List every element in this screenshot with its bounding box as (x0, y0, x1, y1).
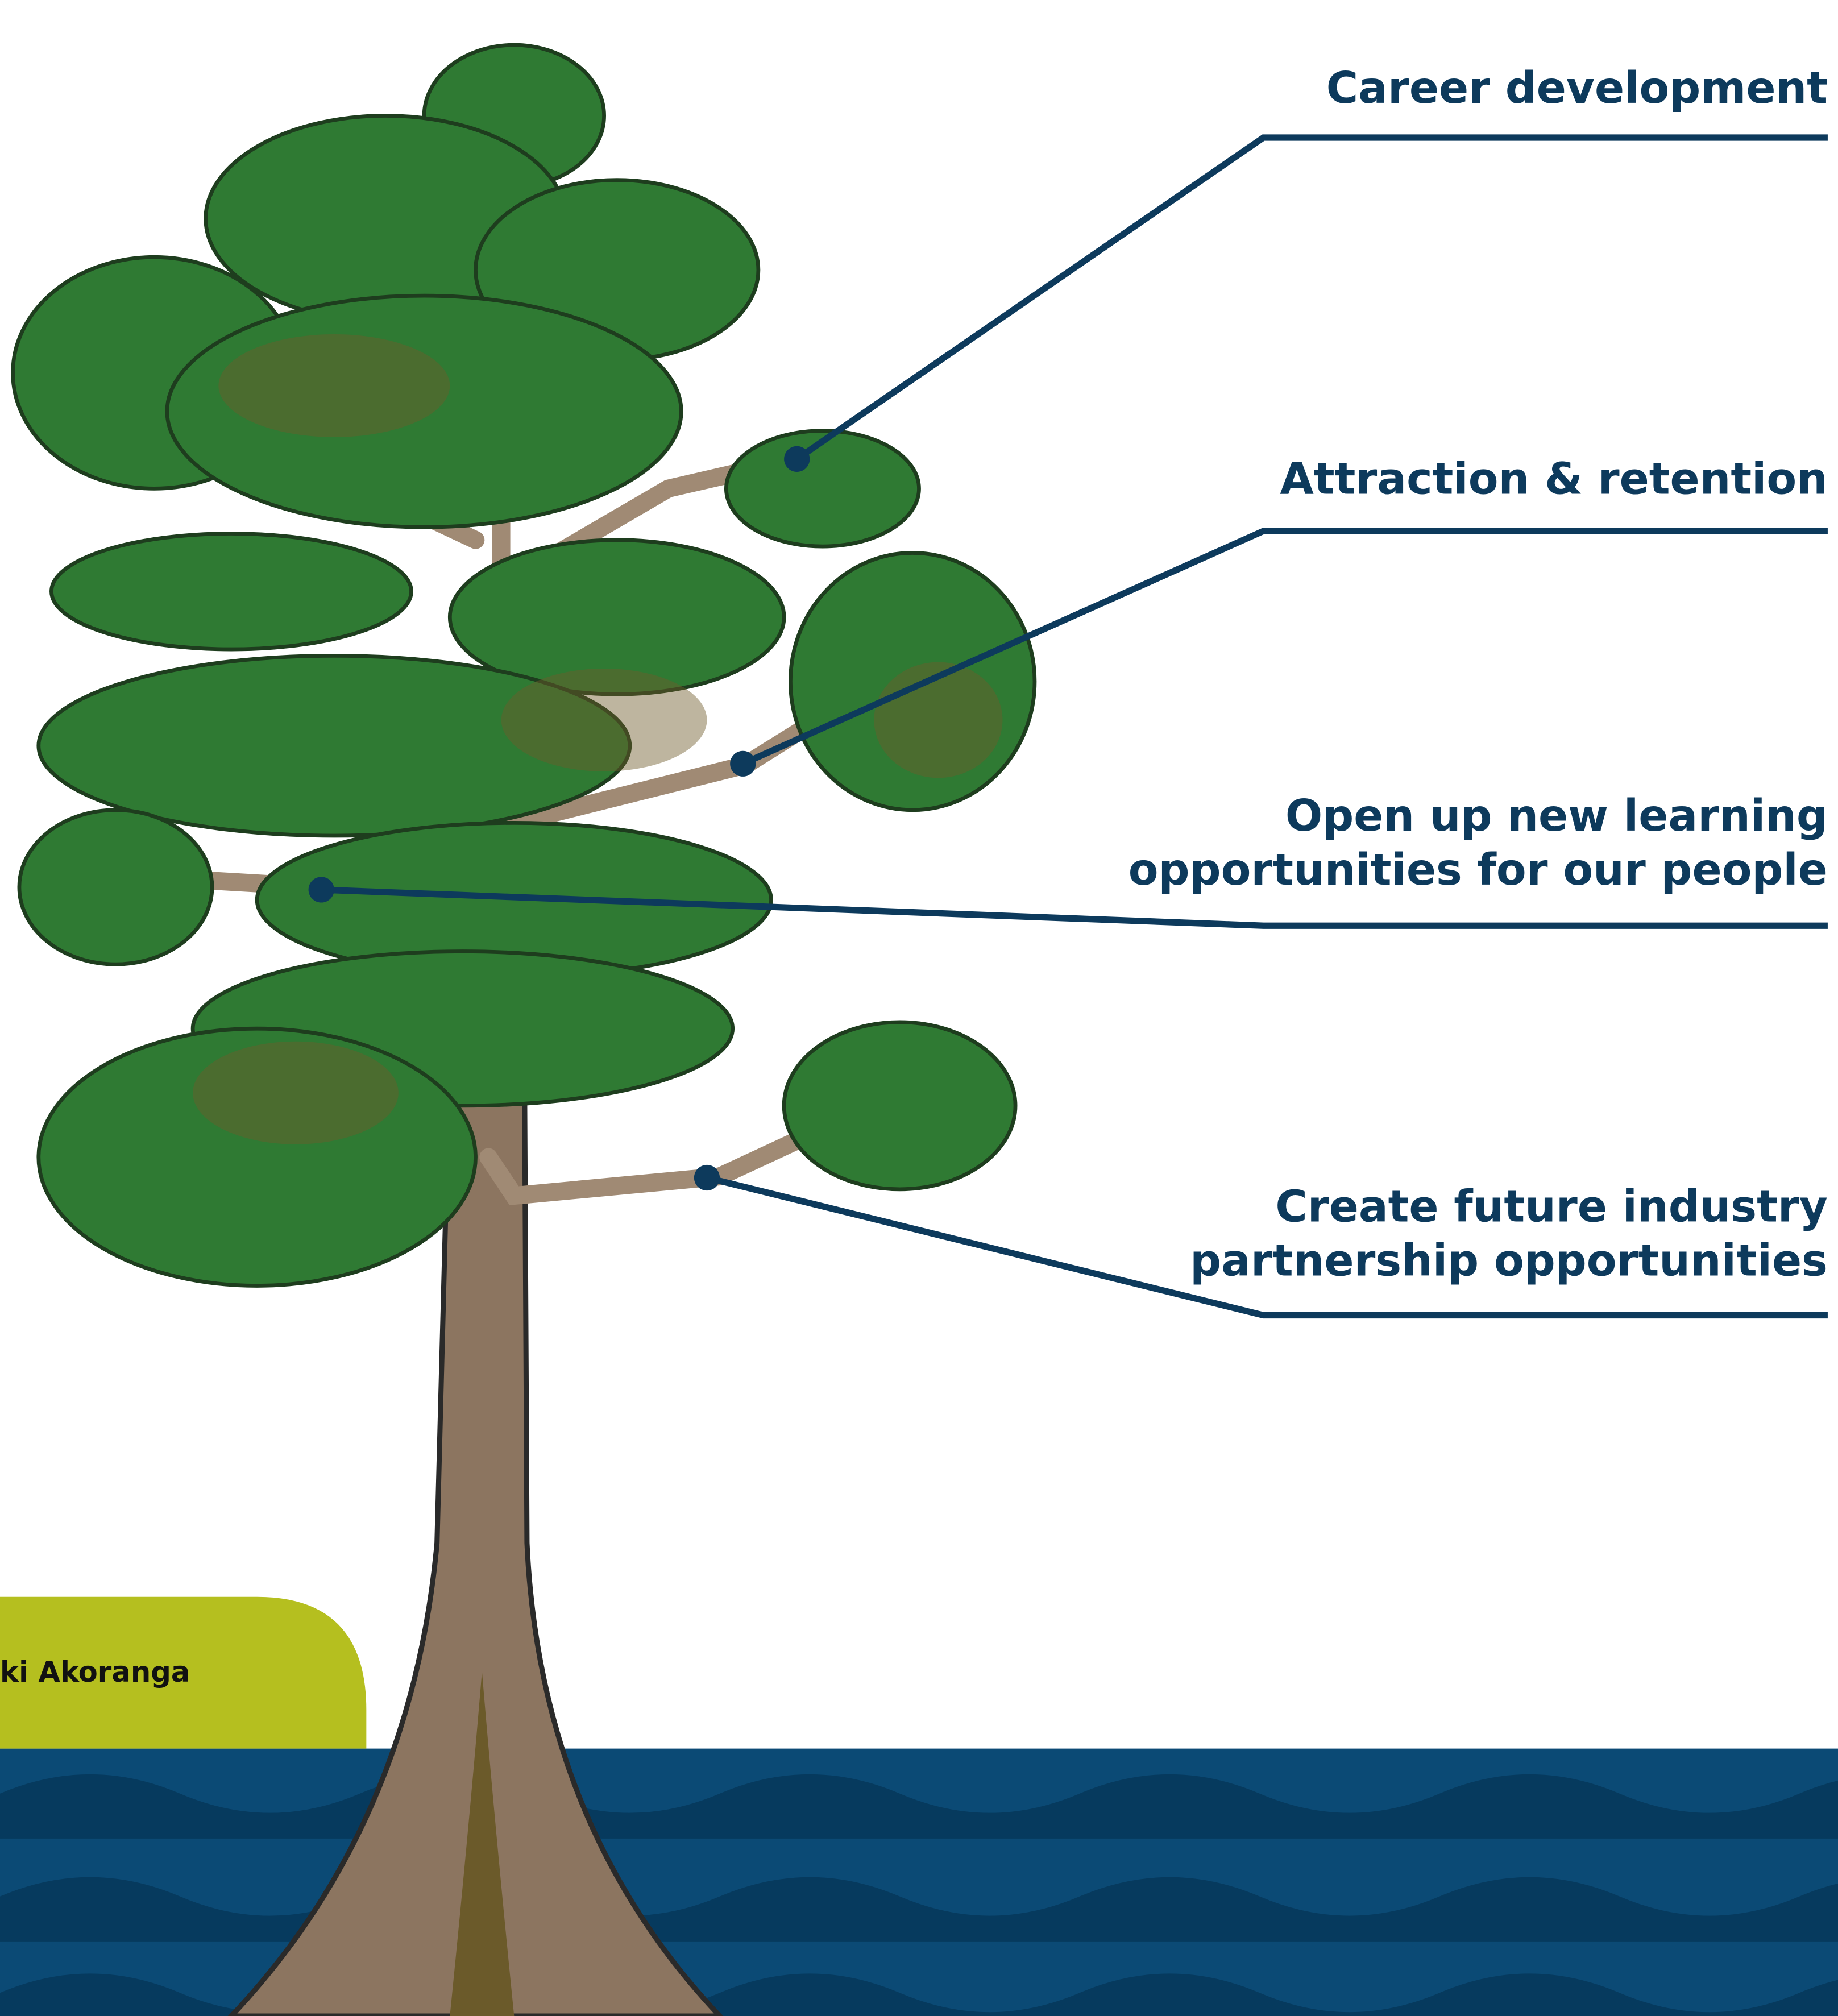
infographic: ki Akoranga (0, 0, 1838, 2016)
label-line: Attraction & retention (1280, 454, 1828, 504)
label-line: Create future industry (1275, 1181, 1828, 1232)
foliage (13, 45, 1035, 1285)
badge-text: ki Akoranga (0, 1656, 190, 1689)
label: Attraction & retention (1280, 454, 1828, 504)
label-line: partnership opportunities (1190, 1235, 1828, 1286)
label-line: Open up new learning (1285, 791, 1828, 841)
label-line: opportunities for our people (1128, 845, 1828, 895)
label-line: Career development (1326, 63, 1828, 114)
label: Career development (1326, 63, 1828, 114)
